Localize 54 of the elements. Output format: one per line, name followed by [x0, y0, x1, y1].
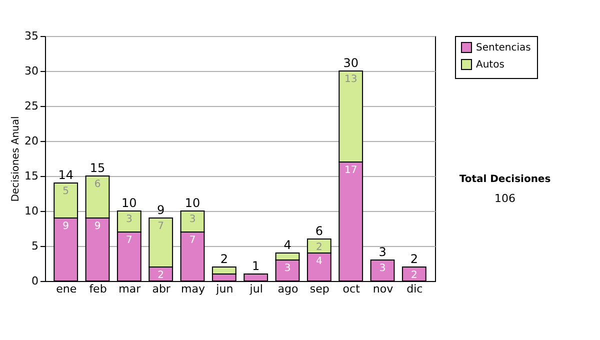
y-axis-title: Decisiones Anual: [10, 116, 22, 202]
total-label: 6: [315, 224, 323, 238]
data-label: 17: [344, 165, 358, 176]
data-label: 4: [316, 256, 322, 267]
total-label: 1: [252, 259, 260, 273]
y-tick-label: 20: [24, 134, 38, 148]
data-label: 5: [62, 186, 70, 197]
data-label: 3: [379, 263, 386, 274]
text: Total Decisiones: [459, 174, 551, 185]
data-label: 6: [94, 179, 101, 190]
data-label: 3: [189, 214, 196, 225]
total-label: 15: [90, 161, 106, 175]
x-tick-label: jul: [248, 282, 263, 296]
x-tick-label: jun: [215, 282, 234, 296]
data-label: 7: [189, 235, 196, 246]
total-label: 4: [284, 238, 292, 252]
data-label: 2: [410, 270, 418, 281]
total-label: 10: [122, 196, 137, 210]
x-tick-label: may: [181, 282, 206, 296]
data-label: 2: [316, 242, 322, 253]
x-tick-label: abr: [152, 282, 171, 296]
text: 106: [494, 192, 516, 205]
data-label: 7: [126, 235, 132, 246]
x-tick-label: ene: [56, 282, 77, 296]
total-label: 30: [343, 56, 358, 70]
total-label: 2: [220, 252, 228, 266]
data-label: 9: [62, 221, 70, 232]
y-tick-label: 25: [24, 100, 38, 112]
data-label: 13: [344, 74, 358, 85]
x-tick-label: mar: [118, 282, 142, 296]
total-label: 2: [410, 252, 418, 266]
y-tick-label: 5: [32, 240, 38, 252]
data-label: 9: [94, 221, 101, 232]
legend-label: Autos: [476, 60, 504, 70]
legend-label: Sentencias: [476, 42, 531, 54]
y-tick-label: 30: [24, 64, 38, 78]
data-label: 7: [158, 221, 164, 232]
total-label: 10: [184, 196, 200, 210]
data-label: 2: [158, 270, 164, 281]
y-tick-label: 0: [32, 274, 38, 288]
x-tick-label: sep: [310, 282, 330, 296]
x-tick-label: oct: [342, 282, 361, 296]
total-label: 14: [58, 168, 74, 182]
data-label: 3: [126, 214, 132, 225]
total-label: 9: [157, 203, 165, 217]
x-tick-label: dic: [406, 282, 423, 296]
data-label: 3: [284, 263, 291, 274]
total-label: 3: [378, 245, 386, 259]
y-tick-label: 35: [24, 30, 38, 42]
x-tick-label: nov: [372, 282, 394, 296]
x-tick-label: feb: [89, 282, 107, 296]
x-tick-label: ago: [278, 282, 298, 296]
y-tick-label: 15: [24, 170, 38, 182]
y-tick-label: 10: [24, 204, 38, 218]
